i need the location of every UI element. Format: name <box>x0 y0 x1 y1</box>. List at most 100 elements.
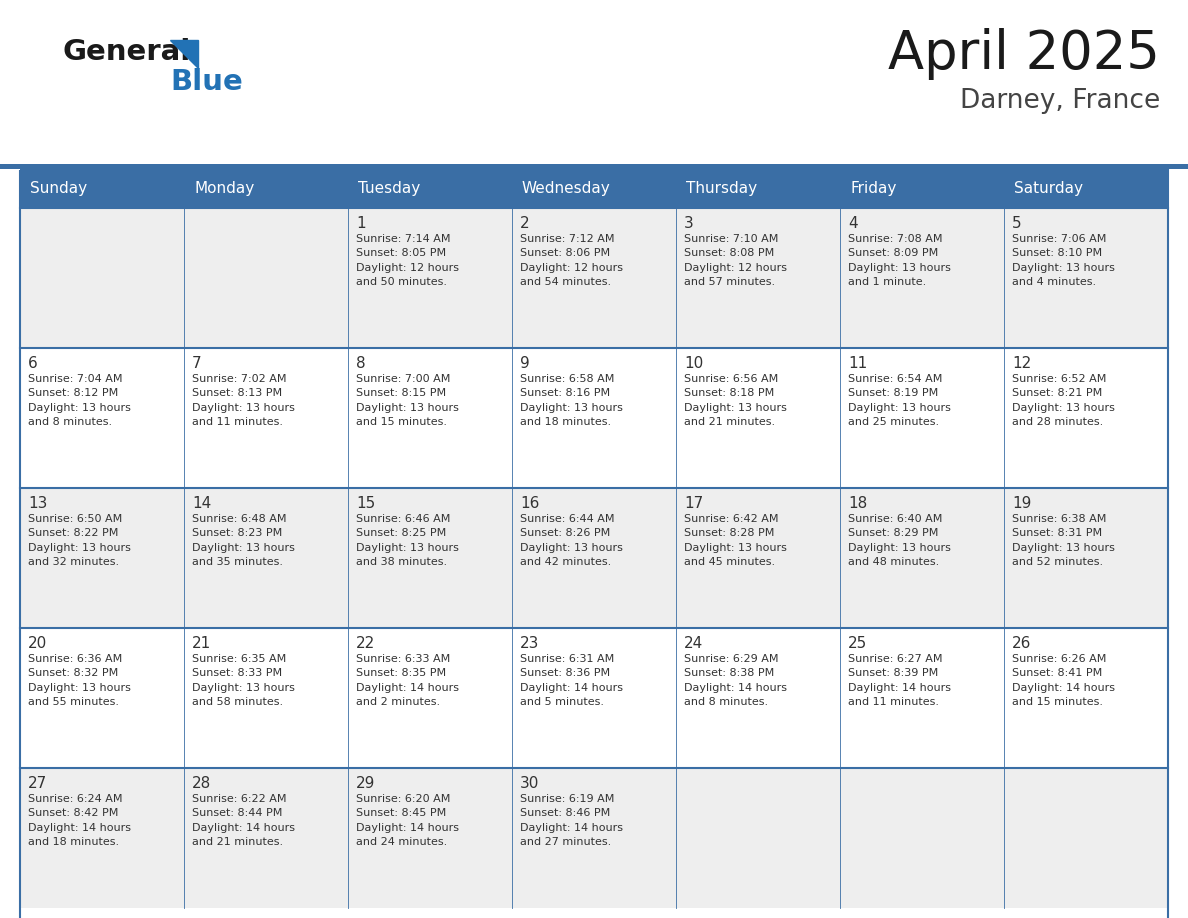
Bar <box>512 348 676 488</box>
Text: Blue: Blue <box>170 68 242 96</box>
Text: Sunrise: 7:02 AM
Sunset: 8:13 PM
Daylight: 13 hours
and 11 minutes.: Sunrise: 7:02 AM Sunset: 8:13 PM Dayligh… <box>192 374 295 427</box>
Polygon shape <box>170 40 198 68</box>
Text: 4: 4 <box>848 216 858 231</box>
Bar <box>20 488 184 628</box>
Bar <box>20 208 184 348</box>
Bar <box>348 768 512 908</box>
Text: Sunrise: 7:00 AM
Sunset: 8:15 PM
Daylight: 13 hours
and 15 minutes.: Sunrise: 7:00 AM Sunset: 8:15 PM Dayligh… <box>356 374 459 427</box>
Text: Sunrise: 6:29 AM
Sunset: 8:38 PM
Daylight: 14 hours
and 8 minutes.: Sunrise: 6:29 AM Sunset: 8:38 PM Dayligh… <box>684 654 786 707</box>
Text: 15: 15 <box>356 496 375 511</box>
Bar <box>1004 768 1168 908</box>
Bar <box>512 628 676 768</box>
Text: 25: 25 <box>848 636 867 651</box>
Text: 20: 20 <box>29 636 48 651</box>
Bar <box>184 628 348 768</box>
Text: 14: 14 <box>192 496 211 511</box>
Text: Sunrise: 7:14 AM
Sunset: 8:05 PM
Daylight: 12 hours
and 50 minutes.: Sunrise: 7:14 AM Sunset: 8:05 PM Dayligh… <box>356 234 459 287</box>
Text: Sunrise: 6:50 AM
Sunset: 8:22 PM
Daylight: 13 hours
and 32 minutes.: Sunrise: 6:50 AM Sunset: 8:22 PM Dayligh… <box>29 514 131 567</box>
Text: General: General <box>62 38 190 66</box>
Text: Sunday: Sunday <box>30 182 87 196</box>
Bar <box>20 348 184 488</box>
Text: Sunrise: 6:24 AM
Sunset: 8:42 PM
Daylight: 14 hours
and 18 minutes.: Sunrise: 6:24 AM Sunset: 8:42 PM Dayligh… <box>29 794 131 847</box>
Text: Sunrise: 6:38 AM
Sunset: 8:31 PM
Daylight: 13 hours
and 52 minutes.: Sunrise: 6:38 AM Sunset: 8:31 PM Dayligh… <box>1012 514 1114 567</box>
Text: Sunrise: 6:54 AM
Sunset: 8:19 PM
Daylight: 13 hours
and 25 minutes.: Sunrise: 6:54 AM Sunset: 8:19 PM Dayligh… <box>848 374 950 427</box>
Text: Sunrise: 6:52 AM
Sunset: 8:21 PM
Daylight: 13 hours
and 28 minutes.: Sunrise: 6:52 AM Sunset: 8:21 PM Dayligh… <box>1012 374 1114 427</box>
Text: Sunrise: 7:04 AM
Sunset: 8:12 PM
Daylight: 13 hours
and 8 minutes.: Sunrise: 7:04 AM Sunset: 8:12 PM Dayligh… <box>29 374 131 427</box>
Bar <box>676 768 840 908</box>
Text: 10: 10 <box>684 356 703 371</box>
Text: Wednesday: Wednesday <box>522 182 611 196</box>
Text: 30: 30 <box>520 776 539 791</box>
Bar <box>0 164 1188 169</box>
Bar <box>676 348 840 488</box>
Text: 29: 29 <box>356 776 375 791</box>
Text: Sunrise: 7:12 AM
Sunset: 8:06 PM
Daylight: 12 hours
and 54 minutes.: Sunrise: 7:12 AM Sunset: 8:06 PM Dayligh… <box>520 234 623 287</box>
Bar <box>184 348 348 488</box>
Text: Sunrise: 7:08 AM
Sunset: 8:09 PM
Daylight: 13 hours
and 1 minute.: Sunrise: 7:08 AM Sunset: 8:09 PM Dayligh… <box>848 234 950 287</box>
Bar <box>184 768 348 908</box>
Bar <box>512 208 676 348</box>
Text: Sunrise: 6:27 AM
Sunset: 8:39 PM
Daylight: 14 hours
and 11 minutes.: Sunrise: 6:27 AM Sunset: 8:39 PM Dayligh… <box>848 654 952 707</box>
Text: Sunrise: 6:44 AM
Sunset: 8:26 PM
Daylight: 13 hours
and 42 minutes.: Sunrise: 6:44 AM Sunset: 8:26 PM Dayligh… <box>520 514 623 567</box>
Text: Sunrise: 6:35 AM
Sunset: 8:33 PM
Daylight: 13 hours
and 58 minutes.: Sunrise: 6:35 AM Sunset: 8:33 PM Dayligh… <box>192 654 295 707</box>
Bar <box>1004 628 1168 768</box>
Text: Sunrise: 6:40 AM
Sunset: 8:29 PM
Daylight: 13 hours
and 48 minutes.: Sunrise: 6:40 AM Sunset: 8:29 PM Dayligh… <box>848 514 950 567</box>
Bar <box>184 208 348 348</box>
Text: 7: 7 <box>192 356 202 371</box>
Bar <box>840 768 1004 908</box>
Bar <box>348 488 512 628</box>
Text: 17: 17 <box>684 496 703 511</box>
Text: 22: 22 <box>356 636 375 651</box>
Text: 1: 1 <box>356 216 366 231</box>
Bar <box>348 628 512 768</box>
Text: Sunrise: 6:19 AM
Sunset: 8:46 PM
Daylight: 14 hours
and 27 minutes.: Sunrise: 6:19 AM Sunset: 8:46 PM Dayligh… <box>520 794 623 847</box>
Text: Friday: Friday <box>849 182 897 196</box>
Text: 16: 16 <box>520 496 539 511</box>
Text: 3: 3 <box>684 216 694 231</box>
Text: Monday: Monday <box>194 182 254 196</box>
Text: Sunrise: 6:56 AM
Sunset: 8:18 PM
Daylight: 13 hours
and 21 minutes.: Sunrise: 6:56 AM Sunset: 8:18 PM Dayligh… <box>684 374 786 427</box>
Text: Sunrise: 6:33 AM
Sunset: 8:35 PM
Daylight: 14 hours
and 2 minutes.: Sunrise: 6:33 AM Sunset: 8:35 PM Dayligh… <box>356 654 459 707</box>
Bar <box>348 348 512 488</box>
Text: Sunrise: 6:42 AM
Sunset: 8:28 PM
Daylight: 13 hours
and 45 minutes.: Sunrise: 6:42 AM Sunset: 8:28 PM Dayligh… <box>684 514 786 567</box>
Text: Sunrise: 6:26 AM
Sunset: 8:41 PM
Daylight: 14 hours
and 15 minutes.: Sunrise: 6:26 AM Sunset: 8:41 PM Dayligh… <box>1012 654 1116 707</box>
Text: Saturday: Saturday <box>1015 182 1083 196</box>
Text: 19: 19 <box>1012 496 1031 511</box>
Bar <box>840 348 1004 488</box>
Text: 12: 12 <box>1012 356 1031 371</box>
Text: Darney, France: Darney, France <box>960 88 1159 114</box>
Text: 11: 11 <box>848 356 867 371</box>
Bar <box>20 170 1168 918</box>
Bar <box>840 628 1004 768</box>
Text: Sunrise: 6:48 AM
Sunset: 8:23 PM
Daylight: 13 hours
and 35 minutes.: Sunrise: 6:48 AM Sunset: 8:23 PM Dayligh… <box>192 514 295 567</box>
Text: 27: 27 <box>29 776 48 791</box>
Text: April 2025: April 2025 <box>889 28 1159 80</box>
Bar <box>512 488 676 628</box>
Text: 28: 28 <box>192 776 211 791</box>
Bar <box>676 488 840 628</box>
Bar <box>1004 348 1168 488</box>
Text: Sunrise: 6:46 AM
Sunset: 8:25 PM
Daylight: 13 hours
and 38 minutes.: Sunrise: 6:46 AM Sunset: 8:25 PM Dayligh… <box>356 514 459 567</box>
Bar <box>676 208 840 348</box>
Bar <box>840 488 1004 628</box>
Text: 18: 18 <box>848 496 867 511</box>
Text: 24: 24 <box>684 636 703 651</box>
Bar <box>1004 488 1168 628</box>
Text: Tuesday: Tuesday <box>358 182 421 196</box>
Text: 6: 6 <box>29 356 38 371</box>
Text: Sunrise: 6:58 AM
Sunset: 8:16 PM
Daylight: 13 hours
and 18 minutes.: Sunrise: 6:58 AM Sunset: 8:16 PM Dayligh… <box>520 374 623 427</box>
Bar <box>1004 208 1168 348</box>
Text: 23: 23 <box>520 636 539 651</box>
Text: 2: 2 <box>520 216 530 231</box>
Text: Thursday: Thursday <box>685 182 757 196</box>
Text: Sunrise: 6:36 AM
Sunset: 8:32 PM
Daylight: 13 hours
and 55 minutes.: Sunrise: 6:36 AM Sunset: 8:32 PM Dayligh… <box>29 654 131 707</box>
Text: Sunrise: 7:06 AM
Sunset: 8:10 PM
Daylight: 13 hours
and 4 minutes.: Sunrise: 7:06 AM Sunset: 8:10 PM Dayligh… <box>1012 234 1114 287</box>
Text: Sunrise: 7:10 AM
Sunset: 8:08 PM
Daylight: 12 hours
and 57 minutes.: Sunrise: 7:10 AM Sunset: 8:08 PM Dayligh… <box>684 234 786 287</box>
Text: Sunrise: 6:22 AM
Sunset: 8:44 PM
Daylight: 14 hours
and 21 minutes.: Sunrise: 6:22 AM Sunset: 8:44 PM Dayligh… <box>192 794 295 847</box>
Bar <box>20 170 1168 208</box>
Bar <box>840 208 1004 348</box>
Bar <box>348 208 512 348</box>
Text: Sunrise: 6:20 AM
Sunset: 8:45 PM
Daylight: 14 hours
and 24 minutes.: Sunrise: 6:20 AM Sunset: 8:45 PM Dayligh… <box>356 794 459 847</box>
Bar <box>184 488 348 628</box>
Text: 21: 21 <box>192 636 211 651</box>
